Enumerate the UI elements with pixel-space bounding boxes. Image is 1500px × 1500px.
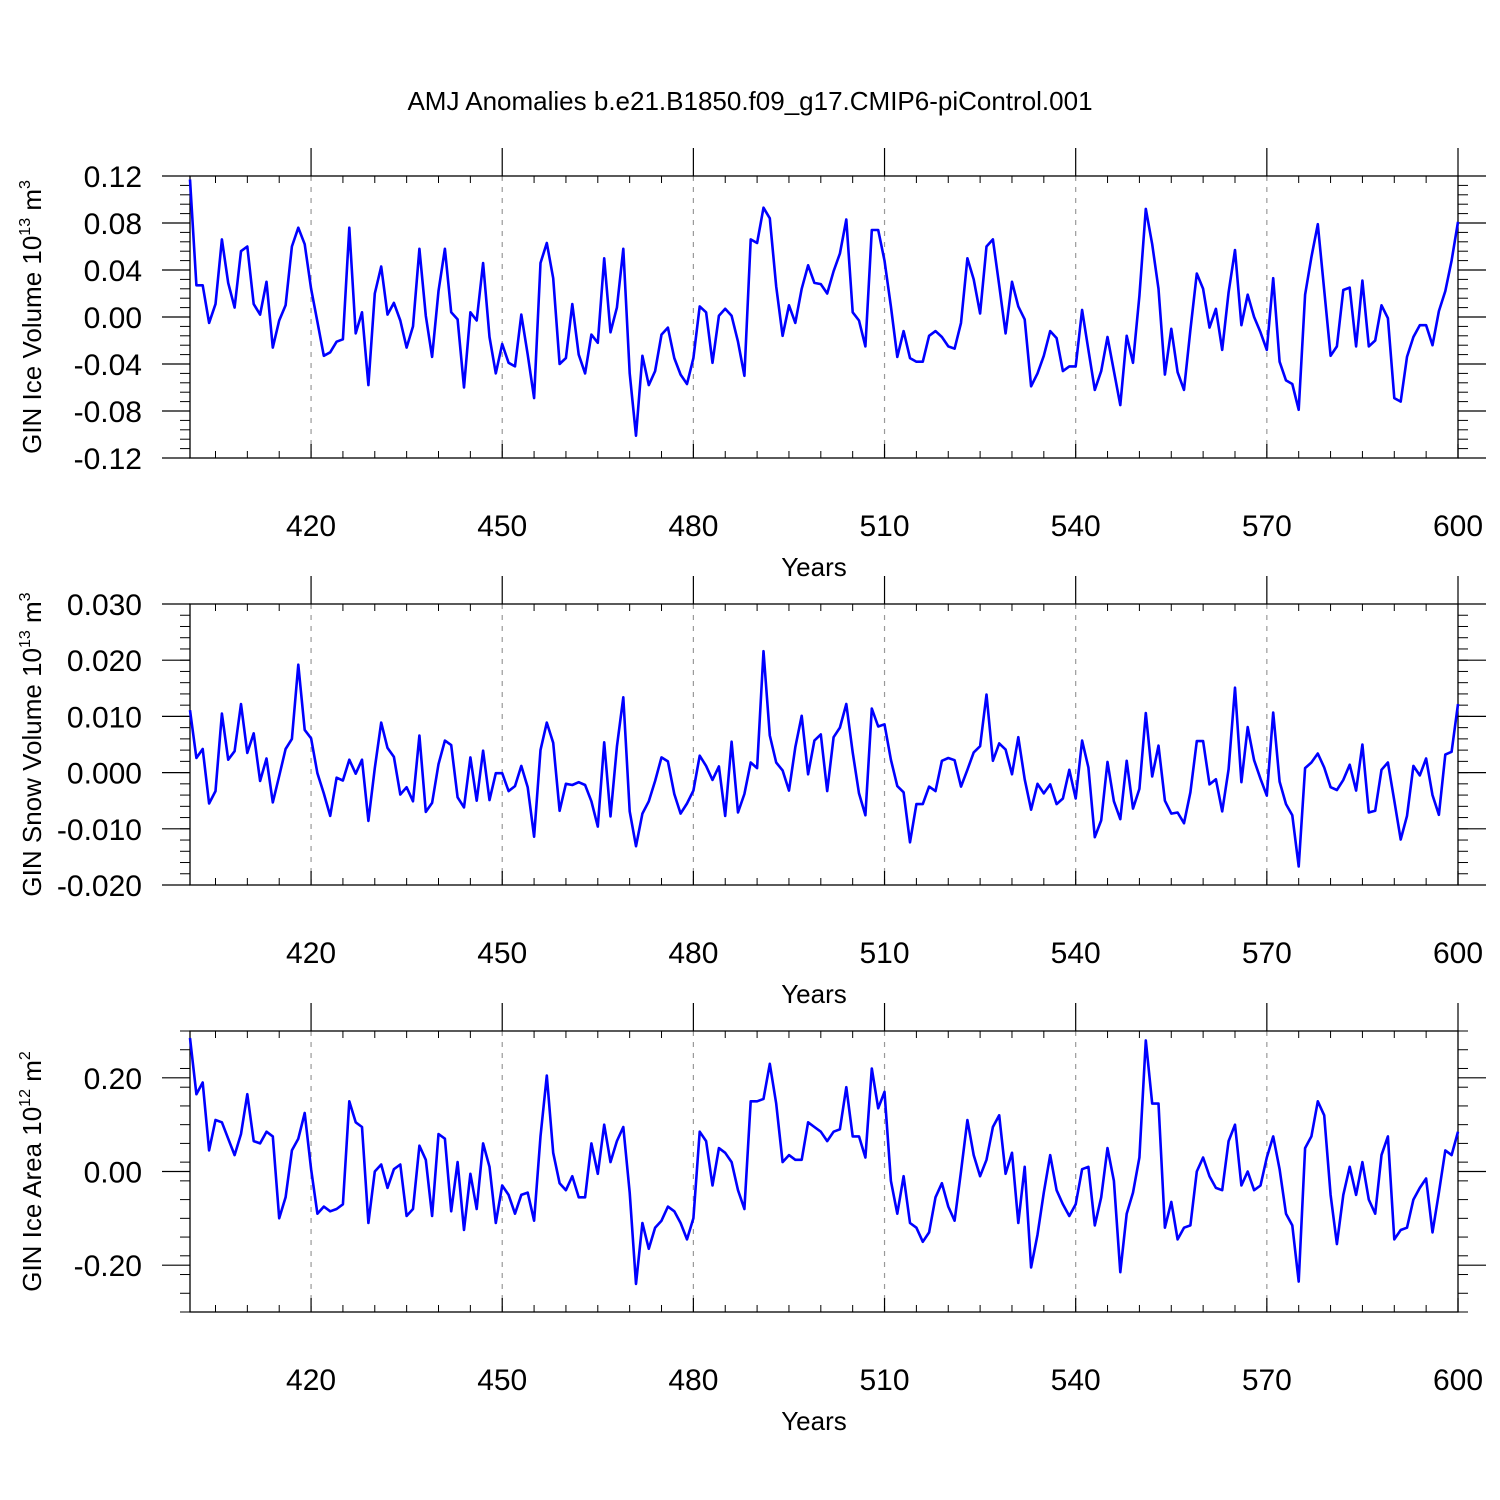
plot-frame (189, 1030, 1459, 1313)
ice-area-panel: 420 450 480 510 540 570 600 -0.20 0.00 0.20 Years G… (17, 1003, 1486, 1436)
y-tick-label: -0.12 (74, 443, 142, 476)
x-tick-label: 480 (668, 510, 718, 543)
x-tick-label: 540 (1051, 937, 1101, 970)
plot-frame (189, 603, 1459, 886)
x-tick-label: 510 (860, 510, 910, 543)
snow-volume-panel: 420 450 480 510 540 570 600 -0.020 -0.010 0.000 0.… (17, 576, 1486, 1009)
x-tick-label: 570 (1242, 510, 1292, 543)
x-tick-label: 510 (860, 937, 910, 970)
x-tick-label: 420 (286, 937, 336, 970)
x-tick-label: 450 (477, 1364, 527, 1397)
y-tick-label: 0.000 (67, 758, 142, 791)
y-tick-label: 0.020 (67, 645, 142, 678)
x-tick-label: 420 (286, 510, 336, 543)
y-axis-title: GIN Ice Volume 1013 m3 (17, 180, 47, 454)
y-axis-title: GIN Snow Volume 1013 m3 (17, 592, 47, 896)
x-tick-label: 540 (1051, 1364, 1101, 1397)
y-tick-label: -0.010 (57, 814, 142, 847)
x-axis-title: Years (781, 979, 847, 1009)
series-line (188, 179, 1460, 438)
y-tick-label: 0.00 (84, 1157, 142, 1190)
x-tick-label: 420 (286, 1364, 336, 1397)
x-tick-label: 450 (477, 510, 527, 543)
ice-volume-panel: 420 450 480 510 540 570 600 -0.12 -0.08 -0.04 0.00… (17, 148, 1486, 582)
y-tick-label: 0.030 (67, 589, 142, 622)
y-tick-label: 0.010 (67, 701, 142, 734)
x-axis-title: Years (781, 1406, 847, 1436)
y-tick-label: -0.08 (74, 396, 142, 429)
y-tick-label: 0.12 (84, 161, 142, 194)
y-tick-label: 0.04 (84, 255, 142, 288)
series-line (188, 649, 1460, 868)
y-tick-label: 0.20 (84, 1063, 142, 1096)
x-tick-label: 450 (477, 937, 527, 970)
x-axis-title: Years (781, 552, 847, 582)
y-tick-label: -0.020 (57, 870, 142, 903)
y-tick-label: -0.04 (74, 349, 142, 382)
x-tick-label: 570 (1242, 1364, 1292, 1397)
series-line (188, 1037, 1460, 1286)
y-tick-label: 0.00 (84, 302, 142, 335)
x-tick-label: 600 (1433, 937, 1483, 970)
x-tick-label: 540 (1051, 510, 1101, 543)
x-tick-label: 600 (1433, 1364, 1483, 1397)
x-tick-label: 570 (1242, 937, 1292, 970)
x-tick-label: 480 (668, 1364, 718, 1397)
y-axis-title: GIN Ice Area 1012 m2 (17, 1051, 47, 1292)
page-title: AMJ Anomalies b.e21.B1850.f09_g17.CMIP6-… (407, 86, 1093, 116)
y-tick-label: -0.20 (74, 1250, 142, 1283)
x-tick-label: 600 (1433, 510, 1483, 543)
y-tick-label: 0.08 (84, 208, 142, 241)
x-tick-label: 480 (668, 937, 718, 970)
plot-frame (189, 175, 1459, 459)
x-tick-label: 510 (860, 1364, 910, 1397)
